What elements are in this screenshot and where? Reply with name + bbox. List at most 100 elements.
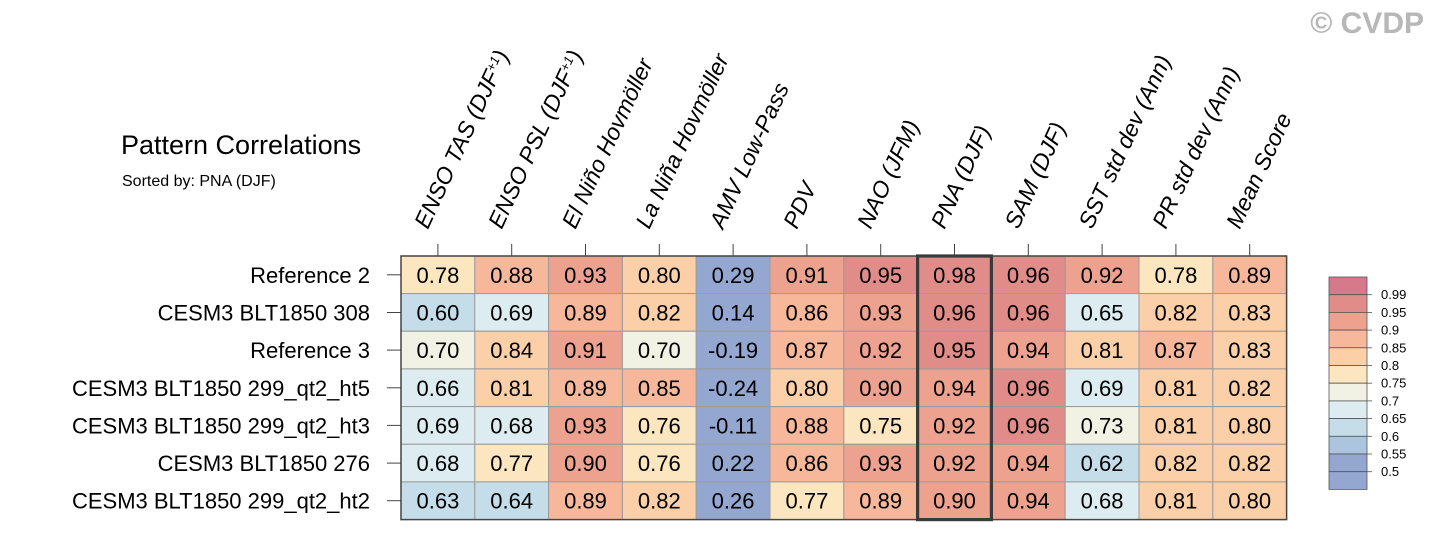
- cell-value: 0.96: [1007, 263, 1050, 288]
- cell-value: 0.98: [933, 263, 976, 288]
- cell-value: 0.81: [1154, 489, 1197, 514]
- cell-value: 0.70: [638, 338, 681, 363]
- heatmap-cell: [1212, 293, 1288, 332]
- cell-value: 0.86: [785, 451, 828, 476]
- row-label: CESM3 BLT1850 299_qt2_ht5: [72, 376, 370, 401]
- heatmap-cell: [843, 293, 919, 332]
- cell-value: -0.24: [708, 376, 758, 401]
- chart-subtitle: Sorted by: PNA (DJF): [122, 173, 276, 190]
- cell-value: 0.73: [1081, 413, 1124, 438]
- cell-value: 0.82: [638, 301, 681, 326]
- heatmap-cell: [1138, 481, 1214, 520]
- heatmap-cell: [474, 293, 550, 332]
- heatmap-cell: [1212, 481, 1288, 520]
- cell-value: 0.82: [1228, 451, 1271, 476]
- cell-value: 0.70: [416, 338, 459, 363]
- cell-value: 0.86: [785, 301, 828, 326]
- cell-value: 0.80: [785, 376, 828, 401]
- cell-value: 0.80: [638, 263, 681, 288]
- heatmap-cell: [843, 481, 919, 520]
- cell-value: 0.96: [1007, 413, 1050, 438]
- colorbar-swatch: [1328, 329, 1368, 349]
- heatmap-cell: [695, 293, 771, 332]
- column-header: Mean Score: [1221, 109, 1297, 232]
- cell-value: 0.26: [712, 489, 755, 514]
- column-header: PNA (DJF): [925, 121, 995, 232]
- row-label: CESM3 BLT1850 276: [158, 451, 370, 476]
- cell-value: -0.19: [708, 338, 758, 363]
- cell-value: 0.92: [1081, 263, 1124, 288]
- cell-value: 0.77: [785, 489, 828, 514]
- colorbar-label: 0.55: [1381, 447, 1406, 462]
- cell-value: 0.77: [490, 451, 533, 476]
- heatmap-cell: [1064, 293, 1140, 332]
- cell-value: 0.81: [1154, 413, 1197, 438]
- heatmap-cell: [621, 293, 697, 332]
- colorbar-swatch: [1328, 435, 1368, 455]
- cell-value: 0.75: [859, 413, 902, 438]
- row-label: CESM3 BLT1850 299_qt2_ht3: [72, 413, 370, 438]
- cell-value: 0.90: [933, 489, 976, 514]
- cell-value: 0.84: [490, 338, 533, 363]
- cell-value: 0.69: [1081, 376, 1124, 401]
- cell-value: 0.14: [712, 301, 755, 326]
- cell-value: -0.11: [709, 413, 758, 438]
- heatmap-cell: [621, 330, 697, 370]
- cell-value: 0.65: [1081, 301, 1124, 326]
- cell-value: 0.91: [785, 263, 828, 288]
- colorbar-swatch: [1328, 311, 1368, 331]
- heatmap-cell: [917, 255, 992, 295]
- heatmap-cell: [1138, 255, 1214, 295]
- heatmap-cell: [843, 406, 919, 445]
- colorbar-swatch: [1328, 453, 1368, 473]
- cell-value: 0.89: [564, 489, 607, 514]
- colorbar-swatch: [1328, 471, 1368, 490]
- cell-value: 0.66: [416, 376, 459, 401]
- heatmap-cell: [990, 255, 1066, 295]
- grid-frame: [400, 255, 1288, 521]
- heatmap-cell: [474, 368, 550, 407]
- row-label: Reference 3: [250, 338, 370, 363]
- row-label: Reference 2: [250, 263, 370, 288]
- colorbar-label: 0.75: [1381, 376, 1406, 391]
- cell-value: 0.22: [712, 451, 755, 476]
- colorbar-label: 0.7: [1381, 393, 1399, 408]
- column-header: SAM (DJF): [999, 118, 1071, 232]
- heatmap-cell: [1064, 443, 1140, 483]
- cell-value: 0.93: [564, 413, 607, 438]
- colorbar-label: 0.9: [1381, 323, 1399, 338]
- cell-value: 0.76: [638, 413, 681, 438]
- heatmap-cell: [843, 368, 919, 407]
- cell-value: 0.87: [785, 338, 828, 363]
- heatmap-cell: [990, 368, 1066, 407]
- cell-value: 0.82: [1154, 451, 1197, 476]
- cell-value: 0.69: [416, 413, 459, 438]
- heatmap-cell: [400, 293, 476, 332]
- cell-value: 0.94: [1007, 338, 1050, 363]
- cell-value: 0.88: [785, 413, 828, 438]
- heatmap-grid: 0.78 0.88 0.93 0.80 0.29 0.91 0.95 0.98 0.96 0.92…: [400, 254, 1288, 522]
- cell-value: 0.76: [638, 451, 681, 476]
- colorbar-swatch: [1328, 276, 1368, 296]
- colorbar-swatch: [1328, 347, 1368, 366]
- heatmap-cell: [769, 443, 845, 483]
- cell-value: 0.78: [1154, 263, 1197, 288]
- cell-value: 0.60: [416, 301, 459, 326]
- colorbar-label: 0.65: [1381, 411, 1406, 426]
- highlight-column-frame: [915, 254, 993, 522]
- column-header: NAO (JFM): [852, 116, 925, 232]
- cell-value: 0.81: [1154, 376, 1197, 401]
- row-label: CESM3 BLT1850 299_qt2_ht2: [72, 489, 370, 514]
- cell-value: 0.90: [564, 451, 607, 476]
- cell-value: 0.94: [1007, 451, 1050, 476]
- cell-value: 0.83: [1228, 338, 1271, 363]
- colorbar-label: 0.5: [1381, 464, 1399, 479]
- heatmap-cell: [400, 330, 476, 370]
- cell-value: 0.83: [1228, 301, 1271, 326]
- cell-value: 0.63: [416, 489, 459, 514]
- heatmap-cell: [1212, 368, 1288, 407]
- cell-value: 0.62: [1081, 451, 1124, 476]
- row-label: CESM3 BLT1850 308: [158, 301, 370, 326]
- heatmap-cell: [1212, 406, 1288, 445]
